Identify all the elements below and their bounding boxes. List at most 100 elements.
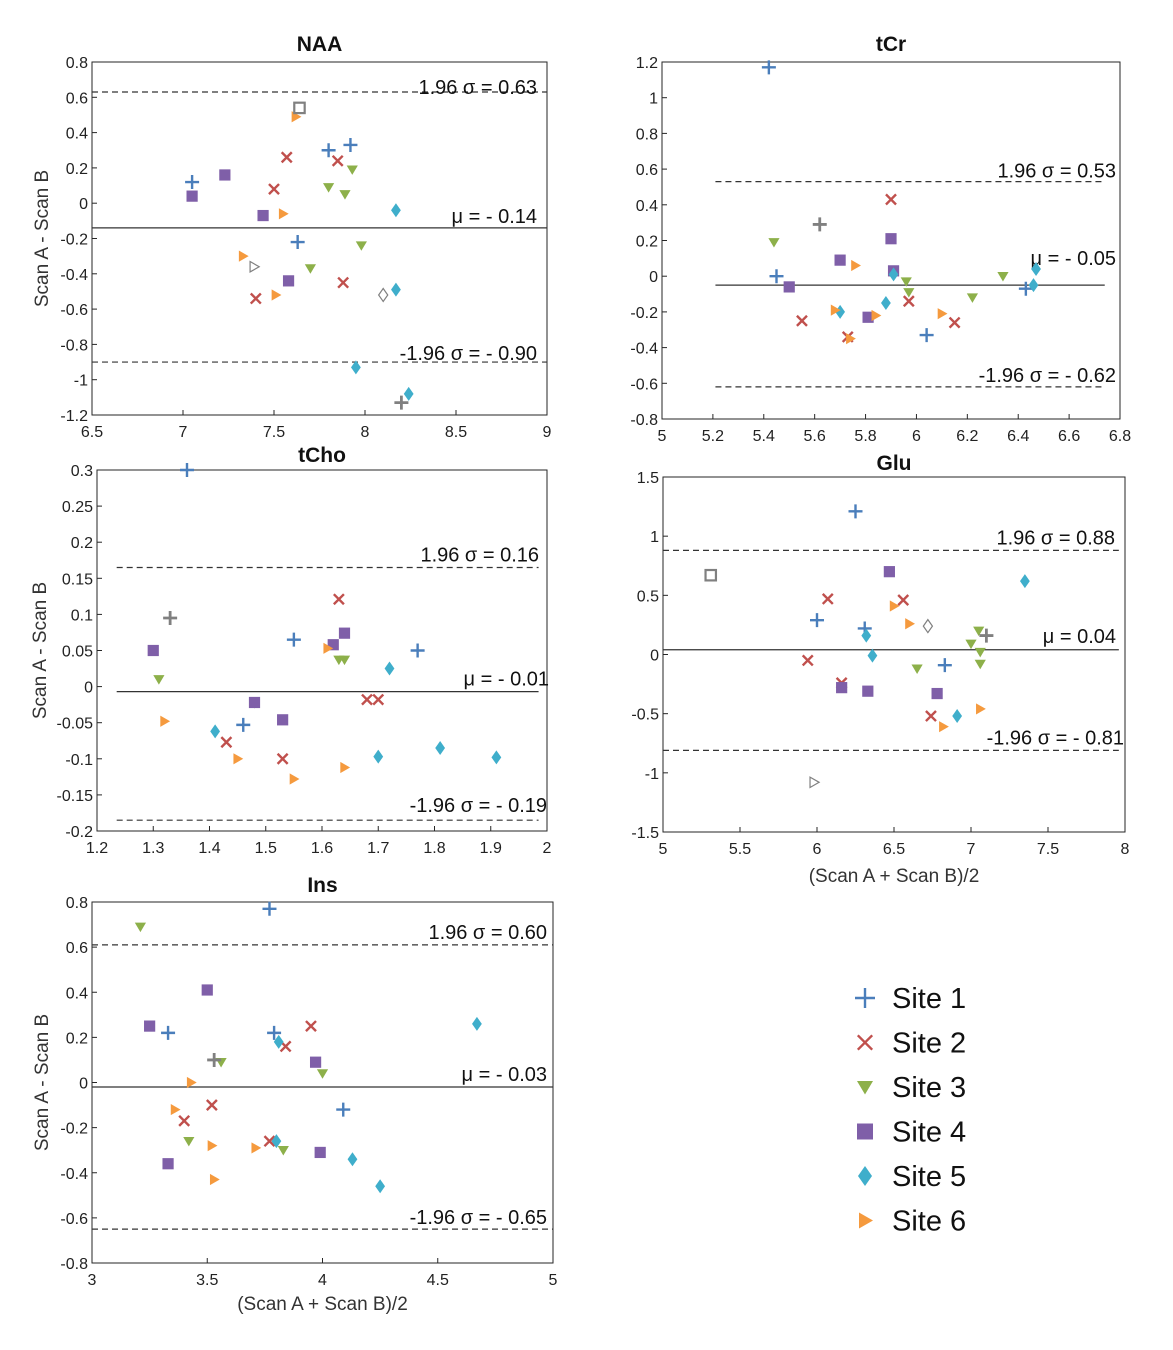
point-site-1: [286, 632, 301, 647]
point-site-5: [210, 724, 221, 739]
point-site-5: [1028, 278, 1039, 293]
legend-marker-site-2: [856, 1034, 874, 1051]
x-tick-label: 5: [549, 1272, 558, 1289]
point-site-4: [931, 687, 943, 700]
y-tick-label: 0.6: [66, 940, 88, 957]
point-site-5: [271, 1134, 282, 1149]
mean-label: μ = - 0.05: [1031, 248, 1116, 270]
point-site-3: [973, 626, 985, 637]
point-site-5: [835, 304, 846, 319]
chart-title: tCho: [298, 444, 346, 467]
point-site-2: [249, 292, 262, 305]
x-tick-label: 6: [813, 841, 822, 858]
x-tick-label: 8: [1121, 841, 1130, 858]
lower-limit-label: -1.96 σ = - 0.62: [979, 365, 1116, 387]
x-tick-label: 5.5: [729, 841, 751, 858]
mean-label: μ = 0.04: [1043, 626, 1116, 648]
point-site-2: [205, 1099, 218, 1111]
point-site-6: [238, 250, 249, 262]
point-site-2: [361, 693, 373, 706]
point-site-4: [314, 1146, 326, 1159]
point-site-1: [336, 1102, 351, 1117]
x-tick-label: 6: [912, 428, 921, 445]
point-site-5: [384, 661, 395, 676]
point-site-1: [937, 658, 952, 673]
x-tick-label: 1.9: [480, 840, 502, 857]
x-axis-label: (Scan A + Scan B)/2: [809, 866, 980, 887]
point-site-2: [268, 183, 280, 195]
x-tick-label: 7: [179, 424, 188, 441]
y-tick-label: -0.15: [57, 788, 94, 805]
point-site-2: [925, 710, 937, 722]
y-tick-label: -0.8: [630, 412, 658, 429]
legend: Site 1 Site 2 Site 3 Site 4 Site 5 Site 6: [855, 983, 966, 1238]
point-site-3: [903, 288, 915, 298]
x-tick-label: 8: [361, 424, 370, 441]
point-site-4: [147, 644, 159, 657]
legend-marker-site-4: [857, 1123, 873, 1140]
legend-marker-site-1: [855, 988, 875, 1008]
legend-label-site-3: Site 3: [892, 1072, 966, 1104]
y-axis-label: Scan A - Scan B: [32, 170, 53, 307]
y-tick-label: -0.2: [60, 232, 88, 249]
point-outlier: [809, 776, 821, 789]
point-site-1: [810, 613, 824, 628]
point-outlier: [979, 628, 994, 643]
y-tick-label: 0.25: [62, 499, 93, 516]
point-site-6: [170, 1103, 181, 1116]
y-tick-label: 0.1: [71, 607, 93, 624]
point-site-4: [338, 627, 351, 639]
point-site-6: [289, 773, 300, 785]
x-tick-label: 6.6: [1058, 428, 1080, 445]
y-tick-label: -0.2: [630, 305, 658, 322]
point-site-1: [236, 717, 251, 732]
lower-limit-label: -1.96 σ = - 0.19: [410, 795, 547, 817]
point-site-4: [783, 281, 795, 293]
point-outlier: [163, 611, 178, 626]
point-site-4: [836, 682, 848, 694]
x-tick-label: 4.5: [427, 1272, 449, 1289]
y-tick-label: -0.8: [60, 337, 88, 354]
chart-tcho: 1.2 1.3 1.4 1.5 1.6 1.7 1.8 1.9 2 -0.2 -0.15 -0.1 -0…: [30, 444, 552, 857]
x-tick-label: 3: [88, 1272, 97, 1289]
point-site-1: [769, 269, 784, 284]
point-site-1: [919, 328, 934, 343]
point-site-2: [902, 295, 915, 308]
point-site-2: [337, 276, 350, 289]
point-site-3: [965, 639, 977, 650]
chart-tcr: 5 5.2 5.4 5.6 5.8 6 6.2 6.4 6.6 6.8 -0.8 -0.6 -0.4 -0…: [630, 33, 1131, 445]
point-site-4: [257, 209, 269, 222]
y-tick-label: 0.05: [62, 644, 93, 661]
y-tick-label: -0.4: [60, 1166, 88, 1183]
upper-limit-label: 1.96 σ = 0.16: [420, 544, 539, 566]
chart-naa: 6.5 7 7.5 8 8.5 9 -1.2 -1 -0.8 -0.6 -0.4 -0.2 0 0.2 0.…: [32, 33, 552, 441]
point-site-2: [885, 193, 897, 206]
point-site-1: [410, 643, 425, 658]
point-site-2: [331, 154, 344, 167]
point-site-2: [821, 592, 834, 605]
point-site-3: [768, 238, 780, 248]
point-site-6: [160, 715, 171, 727]
chart-title: NAA: [297, 33, 343, 56]
legend-marker-site-5: [858, 1166, 872, 1186]
y-tick-label: 0.8: [636, 126, 658, 143]
point-site-5: [435, 740, 446, 755]
point-site-6: [278, 208, 289, 220]
point-site-2: [796, 314, 808, 327]
x-tick-label: 6.5: [81, 424, 103, 441]
point-site-6: [340, 761, 351, 774]
x-tick-label: 6.8: [1109, 428, 1131, 445]
y-tick-label: 0.2: [66, 1030, 88, 1047]
x-tick-label: 2: [543, 840, 552, 857]
chart-title: Glu: [877, 452, 912, 475]
y-tick-label: 1.5: [637, 470, 659, 487]
point-site-4: [885, 233, 897, 245]
point-site-5: [351, 360, 361, 375]
x-tick-label: 6.5: [883, 841, 905, 858]
point-site-4: [162, 1158, 174, 1170]
y-tick-label: -0.05: [57, 716, 94, 733]
y-tick-label: 0: [649, 269, 658, 286]
point-site-2: [220, 736, 233, 749]
point-site-4: [834, 254, 846, 266]
